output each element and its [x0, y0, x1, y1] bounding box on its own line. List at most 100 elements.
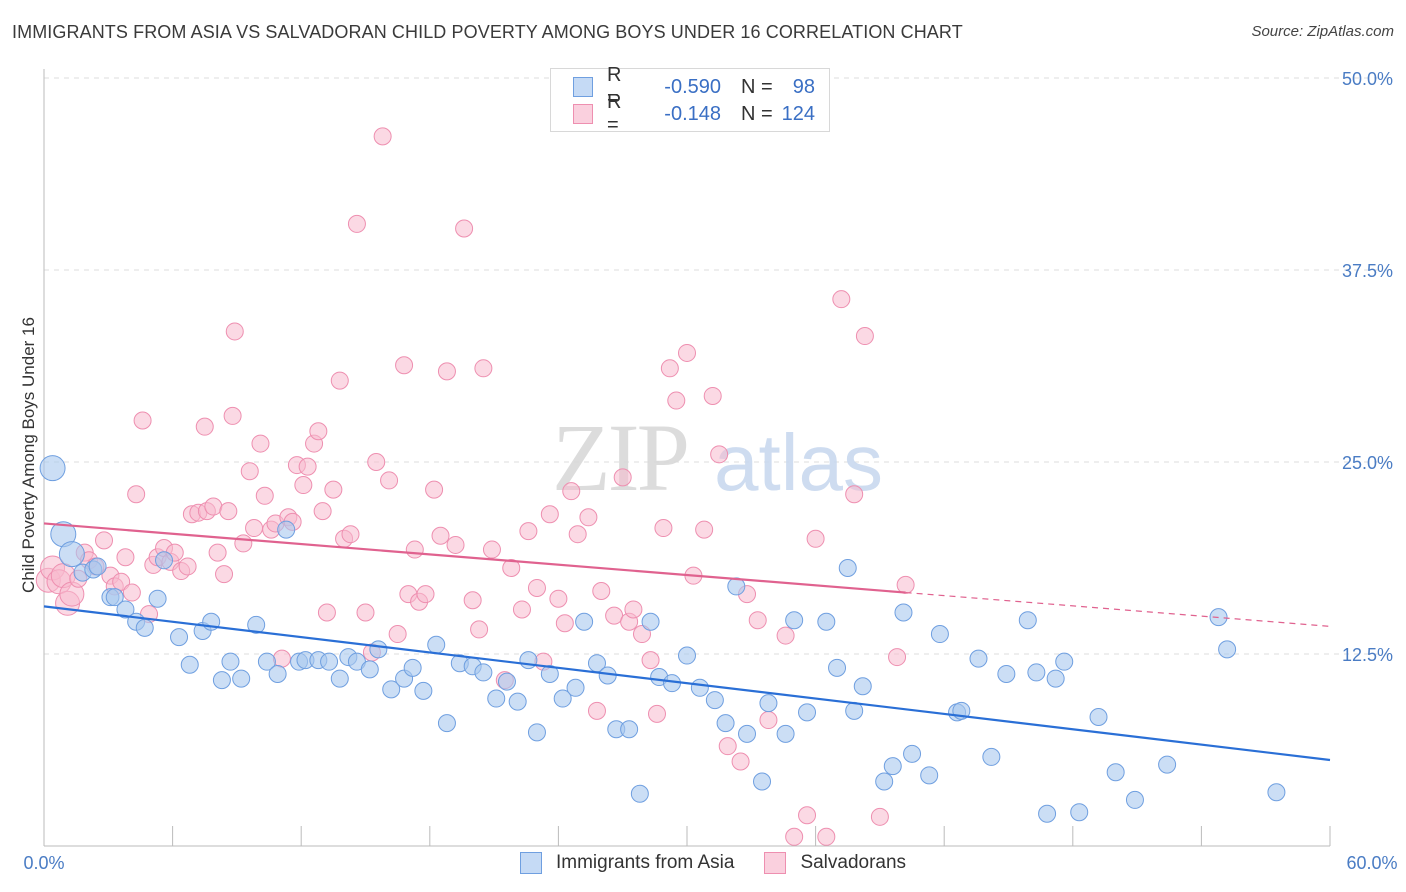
- asia-point: [170, 628, 189, 647]
- salvadoran-point: [116, 548, 135, 567]
- salvadoran-point: [95, 531, 114, 550]
- asia-point: [641, 612, 660, 631]
- asia-point: [678, 646, 696, 665]
- salvadoran-point: [373, 127, 392, 146]
- asia-point: [497, 672, 516, 691]
- asia-point: [58, 541, 85, 568]
- asia-point: [930, 625, 949, 644]
- asia-point: [1106, 763, 1125, 782]
- salvadoran-point: [251, 434, 270, 453]
- salvadoran-point: [806, 529, 825, 548]
- y-axis-label: Child Poverty Among Boys Under 16: [19, 317, 38, 593]
- asia-point: [257, 652, 276, 671]
- salvadoran-point: [776, 626, 795, 645]
- salvadorans-trendline: [43, 522, 906, 594]
- asia-point: [232, 669, 251, 688]
- salvadorans-trendline-extension: [905, 591, 1331, 627]
- salvadoran-point: [313, 502, 332, 521]
- y-tick-label: 50.0%: [1342, 69, 1393, 89]
- salvadoran-point: [482, 540, 501, 559]
- salvadoran-point: [356, 603, 375, 622]
- legend-r-label: R =: [607, 91, 622, 136]
- salvadoran-point: [405, 540, 424, 559]
- salvadoran-point: [388, 625, 407, 644]
- salvadoran-point: [225, 322, 244, 341]
- asia-point: [330, 669, 349, 688]
- asia-point: [690, 678, 709, 697]
- salvadoran-point: [555, 614, 574, 633]
- salvadoran-point: [470, 620, 489, 639]
- asia-point: [221, 652, 240, 671]
- legend-n-label: N =: [741, 102, 773, 125]
- asia-point: [903, 744, 922, 763]
- asia-point: [630, 784, 649, 803]
- legend-n-label: N =: [741, 75, 773, 98]
- asia-point: [828, 658, 847, 677]
- salvadoran-point: [431, 526, 450, 545]
- salvadoran-point: [178, 557, 197, 576]
- salvadoran-point: [798, 806, 817, 825]
- salvadoran-point: [317, 603, 336, 622]
- legend-swatch-asia: [573, 77, 593, 97]
- salvadoran-point: [309, 422, 328, 441]
- asia-point: [875, 772, 894, 791]
- asia-point: [817, 612, 836, 631]
- asia-point: [1018, 611, 1037, 630]
- salvadoran-point: [234, 534, 253, 553]
- asia-point: [1125, 790, 1144, 809]
- salvadoran-point: [127, 485, 146, 504]
- asia-point: [148, 589, 167, 608]
- salvadoran-point: [896, 575, 915, 594]
- salvadoran-point: [731, 752, 750, 771]
- asia-point: [997, 664, 1016, 683]
- x-tick-label-right: 60.0%: [1346, 853, 1397, 873]
- salvadoran-point: [347, 214, 366, 233]
- salvadoran-point: [579, 508, 598, 527]
- asia-point: [575, 612, 594, 631]
- salvadoran-point: [647, 704, 666, 723]
- legend-swatch-salvadorans: [573, 104, 593, 124]
- salvadoran-point: [527, 578, 546, 597]
- salvadoran-point: [718, 737, 737, 756]
- asia-point: [1070, 803, 1089, 822]
- salvadoran-point: [294, 476, 313, 495]
- salvadoran-point: [519, 522, 538, 541]
- asia-point: [105, 588, 124, 607]
- asia-point: [705, 691, 724, 710]
- salvadoran-point: [817, 827, 836, 846]
- legend-n-value: 124: [781, 102, 815, 125]
- asia-point: [753, 772, 772, 791]
- asia-point: [969, 649, 988, 668]
- asia-point: [88, 557, 107, 576]
- salvadoran-point: [112, 572, 131, 591]
- asia-point: [785, 611, 804, 630]
- asia-points: [39, 455, 1286, 823]
- asia-point: [738, 724, 757, 743]
- legend-row-salvadorans: R = -0.148 N = 124: [573, 91, 815, 136]
- salvadoran-point: [215, 565, 234, 584]
- asia-point: [212, 671, 231, 690]
- legend-row-asia: R = -0.590 N = 98: [573, 64, 815, 109]
- salvadoran-point: [240, 462, 259, 481]
- asia-point: [620, 720, 639, 739]
- salvadoran-point: [888, 648, 907, 667]
- legend-r-value: -0.590: [664, 75, 721, 98]
- asia-point: [116, 600, 135, 619]
- asia-point: [894, 603, 913, 622]
- salvadoran-point: [425, 480, 444, 499]
- asia-trendline: [43, 605, 1331, 762]
- salvadoran-point: [587, 701, 606, 720]
- asia-point: [427, 635, 446, 654]
- asia-point: [437, 714, 456, 733]
- salvadoran-point: [395, 356, 414, 375]
- salvadoran-point: [416, 585, 435, 604]
- salvadoran-point: [695, 520, 714, 539]
- salvadoran-point: [463, 591, 482, 610]
- salvadoran-point: [710, 445, 729, 464]
- salvadoran-point: [678, 343, 696, 362]
- asia-point: [1267, 783, 1286, 802]
- salvadoran-point: [592, 582, 611, 601]
- asia-point: [1089, 707, 1108, 726]
- salvadoran-point: [437, 362, 456, 381]
- asia-point: [920, 766, 939, 785]
